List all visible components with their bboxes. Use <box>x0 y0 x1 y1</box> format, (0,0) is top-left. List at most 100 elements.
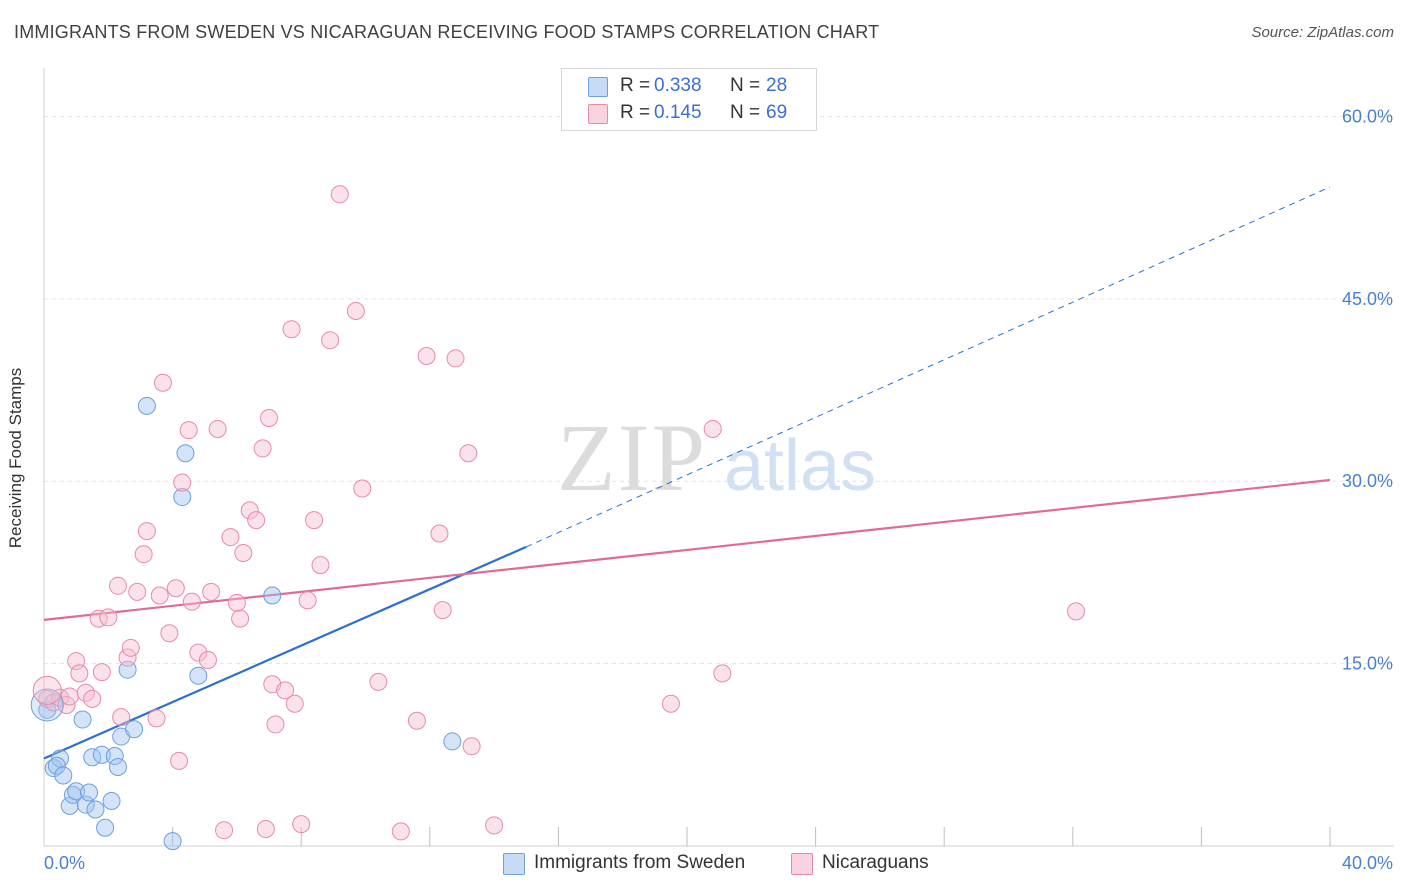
point-nicaraguan <box>247 511 266 530</box>
point-sweden <box>189 666 208 685</box>
point-nicaraguan <box>108 576 127 595</box>
point-nicaraguan <box>353 479 372 498</box>
watermark-zip: ZIP <box>557 404 707 511</box>
point-sweden <box>137 396 156 415</box>
point-nicaraguan <box>446 349 465 368</box>
point-sweden <box>163 832 182 851</box>
chart-title: IMMIGRANTS FROM SWEDEN VS NICARAGUAN REC… <box>14 22 880 42</box>
point-nicaraguan <box>137 522 156 541</box>
y-tick-label: 30.0% <box>1342 471 1393 491</box>
legend-swatch-nicaraguans <box>588 104 608 124</box>
bottom-legend-swatch-nicaraguans <box>791 853 813 875</box>
point-nicaraguan <box>83 689 102 708</box>
legend-n-label: N = <box>730 75 761 96</box>
source-label: Source: ZipAtlas.com <box>1251 24 1394 41</box>
point-nicaraguan <box>189 643 208 662</box>
point-nicaraguan <box>485 816 504 835</box>
point-nicaraguan <box>1067 602 1086 621</box>
y-tick-label: 60.0% <box>1342 106 1393 126</box>
watermark: ZIP atlas <box>557 404 876 511</box>
point-nicaraguan <box>305 511 324 530</box>
point-nicaraguan <box>150 586 169 605</box>
point-sweden <box>176 444 195 463</box>
trend-lines <box>43 186 1331 760</box>
point-nicaraguan-cluster <box>32 675 62 705</box>
point-nicaraguan <box>256 819 275 838</box>
point-nicaraguan <box>266 715 285 734</box>
point-nicaraguan <box>231 609 250 628</box>
point-nicaraguan <box>147 709 166 728</box>
point-nicaraguan <box>112 708 131 727</box>
point-sweden <box>96 818 115 837</box>
point-nicaraguan <box>67 652 86 671</box>
legend-r-label: R = <box>620 75 651 96</box>
point-sweden <box>86 800 105 819</box>
point-nicaraguan <box>215 821 234 840</box>
x-tick-label: 40.0% <box>1342 853 1393 873</box>
point-nicaraguan <box>170 751 189 770</box>
point-nicaraguan <box>182 592 201 611</box>
correlation-legend: R = 0.338 N = 28 R = 0.145 N = 69 <box>561 68 817 131</box>
point-nicaraguan <box>89 609 108 628</box>
legend-n-value: 69 <box>766 102 788 123</box>
point-sweden <box>76 795 95 814</box>
point-sweden <box>125 720 144 739</box>
point-nicaraguan <box>346 302 365 321</box>
point-nicaraguan <box>179 421 198 440</box>
point-nicaraguan <box>160 624 179 643</box>
legend-n-label: N = <box>730 102 761 123</box>
point-nicaraguan <box>134 545 153 564</box>
point-nicaraguan <box>703 419 722 438</box>
legend-r-value: 0.338 <box>654 75 702 96</box>
gridlines <box>44 115 1394 665</box>
point-nicaraguan <box>173 473 192 492</box>
trend-line-sweden <box>43 545 527 760</box>
point-sweden <box>63 785 82 804</box>
series-sweden <box>38 396 462 851</box>
point-nicaraguan <box>391 822 410 841</box>
y-axis-title: Receiving Food Stamps <box>6 367 25 549</box>
point-nicaraguan <box>60 687 79 706</box>
point-sweden <box>173 488 192 507</box>
legend-n-value: 28 <box>766 75 788 96</box>
point-nicaraguan <box>407 711 426 730</box>
point-nicaraguan <box>227 593 246 612</box>
point-nicaraguan <box>321 331 340 350</box>
y-tick-label: 15.0% <box>1342 654 1393 674</box>
point-sweden <box>80 783 99 802</box>
legend-swatch-sweden <box>588 77 608 97</box>
point-sweden <box>263 586 282 605</box>
point-nicaraguan <box>260 409 279 428</box>
point-nicaraguan <box>433 601 452 620</box>
point-nicaraguan <box>330 185 349 204</box>
point-nicaraguan <box>208 419 227 438</box>
point-nicaraguan <box>153 373 172 392</box>
point-nicaraguan <box>166 579 185 598</box>
bottom-legend-label-nicaraguans: Nicaraguans <box>822 852 929 873</box>
point-sweden <box>67 782 86 801</box>
point-nicaraguan <box>198 650 217 669</box>
point-nicaraguan <box>276 681 295 700</box>
point-nicaraguan <box>462 737 481 756</box>
legend-r-value: 0.145 <box>654 102 702 123</box>
point-sweden <box>44 759 63 778</box>
point-nicaraguan <box>430 524 449 543</box>
point-nicaraguan <box>240 501 259 520</box>
point-sweden <box>54 766 73 785</box>
axes <box>43 68 1394 847</box>
legend-r-label: R = <box>620 102 651 123</box>
point-nicaraguan <box>459 444 478 463</box>
series-nicaraguans <box>38 185 1086 841</box>
point-nicaraguan <box>99 608 118 627</box>
trend-line-nicaraguans <box>43 478 1331 621</box>
point-sweden-cluster <box>30 688 64 722</box>
bottom-legend-swatch-sweden <box>503 853 525 875</box>
trend-line-sweden-extension <box>526 186 1331 548</box>
point-nicaraguan <box>118 648 137 667</box>
x-tick-label: 0.0% <box>44 853 85 873</box>
y-tick-label: 45.0% <box>1342 289 1393 309</box>
watermark-atlas: atlas <box>724 426 876 506</box>
point-nicaraguan <box>70 664 89 683</box>
point-nicaraguan <box>92 663 111 682</box>
